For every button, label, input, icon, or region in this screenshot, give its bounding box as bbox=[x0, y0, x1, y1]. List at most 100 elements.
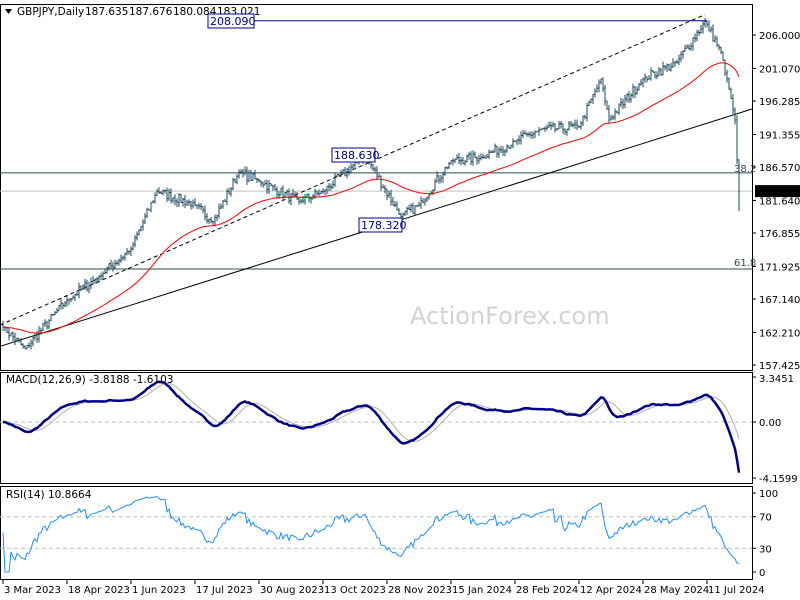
ohlc-bar bbox=[568, 120, 570, 131]
ohlc-bar bbox=[524, 130, 526, 135]
ohlc-bar bbox=[642, 77, 644, 88]
ohlc-bar bbox=[26, 345, 28, 350]
ohlc-bar bbox=[624, 94, 626, 109]
ohlc-bar bbox=[274, 183, 276, 191]
ohlc-bar bbox=[20, 337, 22, 346]
swing-high-box bbox=[331, 147, 376, 163]
ohlc-bar bbox=[250, 169, 252, 182]
ohlc-bar bbox=[470, 151, 472, 165]
ohlc-bar bbox=[514, 140, 516, 143]
ohlc-bar bbox=[670, 62, 672, 72]
ohlc-bar bbox=[498, 147, 500, 158]
ohlc-bar bbox=[172, 197, 174, 204]
ohlc-bar bbox=[702, 20, 704, 34]
ohlc-bar bbox=[518, 135, 520, 145]
ohlc-bar bbox=[462, 157, 464, 165]
ohlc-bar bbox=[544, 126, 546, 132]
price-tick-label: 191.355 bbox=[759, 130, 800, 141]
ohlc-bar bbox=[636, 86, 638, 95]
ohlc-bar bbox=[650, 67, 652, 81]
ohlc-bar bbox=[184, 195, 186, 209]
ohlc-bar bbox=[268, 179, 270, 194]
ohlc-bar bbox=[22, 343, 24, 349]
ohlc-bar bbox=[680, 51, 682, 63]
ohlc-bar bbox=[68, 298, 70, 305]
ohlc-bar bbox=[162, 189, 164, 196]
ohlc-bar bbox=[562, 123, 564, 134]
rsi-line bbox=[2, 496, 740, 573]
ohlc-bar bbox=[152, 199, 154, 204]
ohlc-bar bbox=[276, 186, 278, 199]
ohlc-bar bbox=[62, 302, 64, 310]
ohlc-bar bbox=[408, 204, 410, 211]
ohlc-bar bbox=[304, 194, 306, 205]
ohlc-bar bbox=[48, 318, 50, 330]
ohlc-bar bbox=[614, 108, 616, 121]
ohlc-bar bbox=[138, 229, 140, 236]
ohlc-bar bbox=[658, 66, 660, 77]
header-open: 187.635 bbox=[85, 6, 128, 18]
ohlc-bar bbox=[654, 71, 656, 79]
date-tick-label: 28 May 2024 bbox=[644, 585, 709, 596]
ohlc-bar bbox=[428, 193, 430, 200]
ohlc-bar bbox=[668, 64, 670, 71]
ohlc-bar bbox=[706, 20, 708, 28]
ohlc-bar bbox=[446, 166, 448, 170]
ohlc-bar bbox=[574, 119, 576, 129]
ohlc-bar bbox=[726, 69, 728, 83]
ohlc-bar bbox=[176, 198, 178, 208]
macd-tick-label: -4.1599 bbox=[759, 474, 798, 485]
ohlc-bar bbox=[244, 166, 246, 176]
ohlc-bar bbox=[322, 188, 324, 194]
ohlc-bar bbox=[682, 49, 684, 59]
ohlc-bar bbox=[120, 254, 122, 263]
ohlc-bar bbox=[522, 129, 524, 139]
ohlc-bar bbox=[512, 138, 514, 149]
ohlc-bar bbox=[132, 241, 134, 251]
ohlc-bar bbox=[692, 37, 694, 51]
ohlc-bar bbox=[182, 197, 184, 207]
ohlc-bar bbox=[170, 188, 172, 204]
ohlc-bar bbox=[472, 150, 474, 166]
ohlc-bar bbox=[318, 189, 320, 196]
ohlc-bar bbox=[266, 179, 268, 194]
ohlc-bar bbox=[630, 92, 632, 103]
ohlc-bar bbox=[66, 295, 68, 307]
ohlc-bar bbox=[506, 144, 508, 153]
ohlc-bar bbox=[382, 184, 384, 189]
ohlc-bar bbox=[608, 105, 610, 124]
ohlc-bar bbox=[508, 145, 510, 149]
swing-low-annotation: 178.320 bbox=[361, 219, 407, 232]
ohlc-bar bbox=[142, 219, 144, 231]
ohlc-bar bbox=[376, 166, 378, 181]
header-high: 187.676 bbox=[129, 6, 173, 18]
ohlc-bar bbox=[272, 184, 274, 191]
ohlc-bar bbox=[594, 88, 596, 98]
ohlc-bar bbox=[260, 180, 262, 187]
ohlc-bar bbox=[526, 132, 528, 137]
ohlc-bar bbox=[572, 122, 574, 128]
collapse-triangle-icon[interactable] bbox=[5, 9, 12, 14]
ohlc-bar bbox=[324, 189, 326, 196]
ohlc-bar bbox=[336, 174, 338, 177]
ohlc-bar bbox=[298, 197, 300, 205]
high-annotation: 208.090 bbox=[210, 15, 256, 28]
ohlc-bar bbox=[112, 261, 114, 272]
ohlc-bar bbox=[452, 158, 454, 166]
price-tick-label: 181.640 bbox=[759, 197, 800, 208]
ohlc-bar bbox=[188, 199, 190, 207]
ohlc-bar bbox=[148, 208, 150, 211]
rsi-tick-label: 70 bbox=[759, 513, 772, 524]
ohlc-bar bbox=[500, 145, 502, 154]
ohlc-bar bbox=[84, 278, 86, 291]
ohlc-bar bbox=[234, 178, 236, 183]
ohlc-bar bbox=[420, 196, 422, 210]
ohlc-bar bbox=[566, 128, 568, 137]
ohlc-bar bbox=[150, 202, 152, 213]
ohlc-bar bbox=[666, 63, 668, 72]
ohlc-bar bbox=[536, 130, 538, 133]
fib-38-label: 38.2 bbox=[734, 164, 756, 175]
ohlc-bar bbox=[576, 119, 578, 131]
ohlc-bar bbox=[204, 205, 206, 221]
